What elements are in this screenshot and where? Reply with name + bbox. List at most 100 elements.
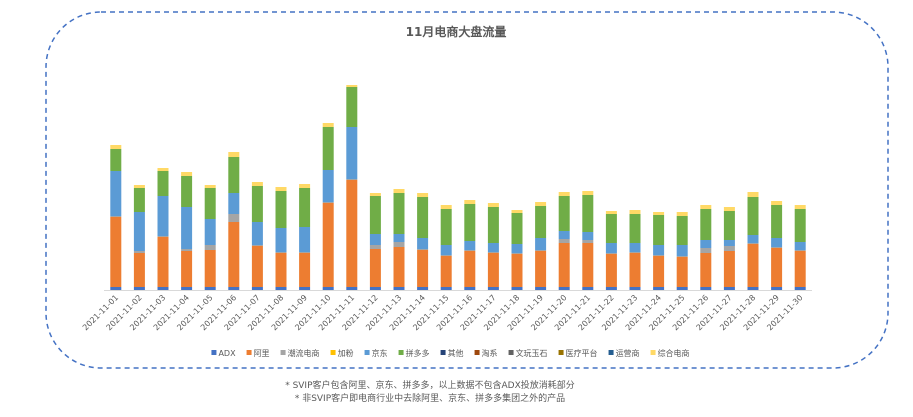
bar-segment [723, 251, 735, 287]
bar-segment [346, 180, 358, 287]
bar-segment [605, 254, 617, 287]
bar-segment [228, 193, 240, 214]
bar-segment [487, 243, 499, 252]
bar-segment [393, 247, 405, 287]
bar-segment [723, 246, 735, 251]
bar-segment [417, 197, 429, 238]
bar-segment [629, 210, 641, 214]
bar-segment [487, 252, 499, 253]
legend-label: 运营商 [616, 348, 640, 358]
bar-segment [133, 287, 145, 290]
legend-swatch [558, 350, 564, 355]
bar-segment [157, 287, 169, 290]
bar-segment [747, 235, 759, 243]
bar-segment [582, 240, 594, 243]
bar-segment [629, 252, 641, 253]
bar-segment [794, 287, 806, 290]
bar-segment [275, 187, 287, 191]
bar-segment [558, 196, 570, 231]
bar-segment [322, 123, 334, 127]
bar-segment [535, 238, 547, 250]
bar-segment [204, 219, 216, 245]
legend-swatch [280, 350, 286, 355]
legend-label: 加粉 [338, 348, 354, 358]
bar-segment [110, 149, 122, 171]
bar-segment [299, 188, 311, 227]
bar-segment [487, 253, 499, 287]
bar-segment [204, 287, 216, 290]
bar-segment [157, 171, 169, 196]
legend-swatch [474, 350, 480, 355]
bar-segment [369, 287, 381, 290]
bar-segment [700, 240, 712, 248]
bar-segment [794, 251, 806, 287]
bar-segment [440, 255, 452, 256]
bar-segment [747, 244, 759, 287]
legend-label: 京东 [372, 348, 388, 358]
bar-segment [417, 287, 429, 290]
bar-segment [558, 287, 570, 290]
legend-label: 淘系 [482, 348, 498, 358]
bar-segment [204, 250, 216, 287]
bar-segment [110, 145, 122, 149]
bar-segment [511, 287, 523, 290]
legend-label: ADX [218, 349, 236, 358]
legend-label: 阿里 [254, 349, 270, 358]
bar-segment [723, 211, 735, 240]
bar-segment [440, 205, 452, 209]
bar-segment [369, 249, 381, 287]
bar-segment [369, 196, 381, 234]
bar-segment [676, 257, 688, 287]
bar-segment [771, 201, 783, 205]
bar-segment [653, 212, 665, 215]
bar-segment [723, 240, 735, 246]
bar-segment [393, 189, 405, 193]
bar-segment [228, 287, 240, 290]
legend-swatch [440, 350, 446, 355]
bar-segment [228, 222, 240, 287]
bar-segment [700, 253, 712, 287]
bar-segment [653, 255, 665, 256]
bar-segment [653, 245, 665, 255]
bar-segment [558, 239, 570, 243]
bar-segment [440, 256, 452, 287]
bar-segment [653, 287, 665, 290]
bar-segment [251, 182, 263, 186]
bar-segment [275, 252, 287, 253]
bar-segment [369, 234, 381, 245]
bar-segment [676, 256, 688, 257]
bar-segment [346, 127, 358, 179]
frame [45, 11, 889, 369]
bar-segment [771, 238, 783, 247]
bar-segment [511, 210, 523, 213]
bar-segment [251, 245, 263, 246]
bar-segment [440, 287, 452, 290]
bar-segment [723, 287, 735, 290]
bar-segment [157, 236, 169, 237]
bar-segment [700, 205, 712, 209]
bar-segment [299, 184, 311, 188]
bar-segment [417, 193, 429, 197]
bar-segment [393, 287, 405, 290]
bar-segment [322, 127, 334, 170]
legend-swatch [246, 350, 252, 355]
bar-segment [676, 287, 688, 290]
bar-segment [771, 247, 783, 248]
bar-segment [275, 228, 287, 252]
bar-segment [700, 287, 712, 290]
bar-segment [629, 253, 641, 287]
legend-label: 文玩玉石 [516, 348, 548, 358]
bar-segment [393, 234, 405, 242]
legend-label: 潮流电商 [288, 348, 320, 358]
bar-segment [110, 216, 122, 217]
bar-segment [558, 231, 570, 239]
bar-segment [157, 196, 169, 236]
bar-segment [275, 287, 287, 290]
legend-label: 综合电商 [658, 348, 690, 358]
bar-segment [653, 215, 665, 245]
bar-segment [417, 250, 429, 287]
bar-segment [181, 207, 193, 249]
legend-swatch [650, 350, 656, 355]
bar-segment [181, 172, 193, 176]
